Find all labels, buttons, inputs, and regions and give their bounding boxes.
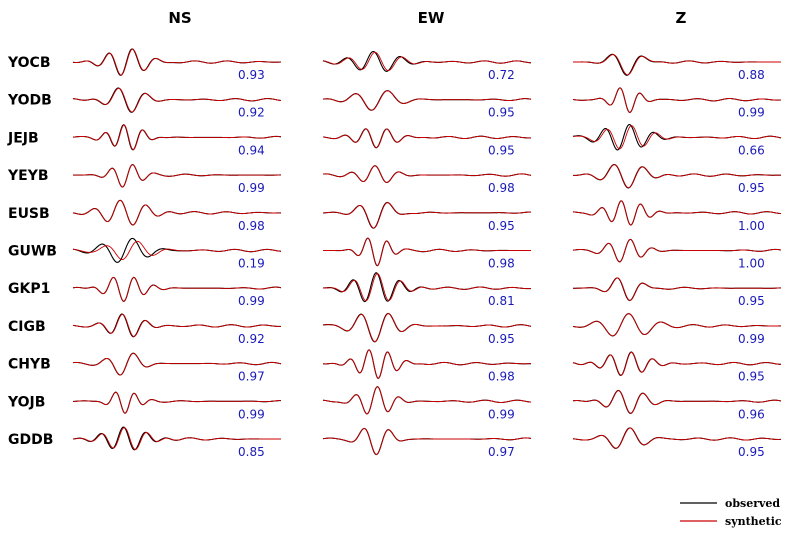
column-title-ew: EW bbox=[418, 9, 445, 27]
column-title-z: Z bbox=[676, 9, 687, 27]
synthetic-trace-chyb-ew bbox=[323, 349, 531, 379]
station-label-jejb: JEJB bbox=[7, 130, 39, 146]
correlation-label-gkp1-z: 0.95 bbox=[738, 294, 765, 308]
correlation-label-gddb-ew: 0.97 bbox=[488, 445, 515, 459]
synthetic-trace-eusb-ew bbox=[323, 202, 531, 229]
correlation-label-yodb-ew: 0.95 bbox=[488, 106, 515, 120]
legend-label-observed: observed bbox=[725, 497, 780, 510]
synthetic-trace-jejb-ew bbox=[322, 128, 531, 149]
synthetic-trace-yodb-ew bbox=[322, 90, 532, 111]
observed-trace-yeyb-ew bbox=[322, 165, 532, 184]
correlation-label-jejb-ns: 0.94 bbox=[238, 143, 265, 157]
synthetic-trace-guwb-ns bbox=[72, 240, 282, 260]
synthetic-trace-eusb-z bbox=[572, 200, 782, 226]
correlation-label-yojb-ew: 0.99 bbox=[488, 407, 515, 421]
synthetic-trace-yojb-z bbox=[572, 390, 782, 414]
correlation-label-yocb-ns: 0.93 bbox=[238, 68, 265, 82]
synthetic-trace-cigb-ns bbox=[72, 313, 281, 337]
synthetic-trace-eusb-ns bbox=[72, 199, 282, 226]
synthetic-trace-yodb-ns bbox=[72, 87, 282, 113]
correlation-label-eusb-z: 1.00 bbox=[738, 219, 765, 233]
station-label-gddb: GDDB bbox=[8, 432, 53, 448]
correlation-label-gkp1-ew: 0.81 bbox=[488, 294, 515, 308]
synthetic-trace-yojb-ns bbox=[73, 391, 281, 414]
correlation-label-cigb-ns: 0.92 bbox=[238, 332, 265, 346]
station-label-gkp1: GKP1 bbox=[8, 281, 50, 297]
station-label-yodb: YODB bbox=[7, 93, 52, 109]
correlation-label-jejb-z: 0.66 bbox=[738, 143, 765, 157]
station-label-yojb: YOJB bbox=[7, 394, 45, 410]
synthetic-trace-yeyb-z bbox=[573, 164, 782, 189]
correlation-label-chyb-ew: 0.98 bbox=[488, 370, 515, 384]
chart-legend: observed synthetic bbox=[680, 497, 782, 528]
synthetic-trace-chyb-z bbox=[572, 351, 782, 376]
correlation-label-yocb-ew: 0.72 bbox=[488, 68, 515, 82]
correlation-label-eusb-ew: 0.95 bbox=[488, 219, 515, 233]
station-label-cigb: CIGB bbox=[8, 319, 46, 335]
station-label-chyb: CHYB bbox=[8, 357, 51, 373]
correlation-label-yojb-ns: 0.99 bbox=[238, 407, 265, 421]
synthetic-trace-gkp1-ew bbox=[322, 273, 531, 302]
synthetic-trace-yocb-ns bbox=[73, 48, 281, 76]
correlation-label-gddb-ns: 0.85 bbox=[238, 445, 265, 459]
synthetic-trace-yeyb-ew bbox=[322, 165, 532, 183]
correlation-label-yodb-ns: 0.92 bbox=[238, 106, 265, 120]
synthetic-trace-cigb-ew bbox=[322, 313, 532, 343]
synthetic-trace-guwb-ew bbox=[323, 237, 531, 267]
column-title-ns: NS bbox=[168, 9, 191, 27]
correlation-label-chyb-z: 0.95 bbox=[738, 370, 765, 384]
synthetic-trace-cigb-z bbox=[572, 313, 781, 337]
correlation-label-yeyb-ew: 0.98 bbox=[488, 181, 515, 195]
correlation-label-eusb-ns: 0.98 bbox=[238, 219, 265, 233]
station-label-guwb: GUWB bbox=[8, 244, 57, 260]
synthetic-trace-gddb-ew bbox=[322, 428, 532, 455]
legend-label-synthetic: synthetic bbox=[725, 515, 782, 528]
synthetic-trace-chyb-ns bbox=[73, 352, 282, 376]
synthetic-trace-gddb-ns bbox=[72, 427, 281, 450]
correlation-label-gddb-z: 0.95 bbox=[738, 445, 765, 459]
station-label-yeyb: YEYB bbox=[7, 168, 49, 184]
correlation-label-jejb-ew: 0.95 bbox=[488, 143, 515, 157]
synthetic-trace-yocb-z bbox=[573, 54, 781, 76]
correlation-label-gkp1-ns: 0.99 bbox=[238, 294, 265, 308]
correlation-label-guwb-z: 1.00 bbox=[738, 257, 765, 271]
synthetic-trace-yojb-ew bbox=[322, 386, 532, 415]
correlation-label-yocb-z: 0.88 bbox=[738, 68, 765, 82]
correlation-label-yojb-z: 0.96 bbox=[738, 407, 765, 421]
correlation-label-yeyb-ns: 0.99 bbox=[238, 181, 265, 195]
synthetic-trace-gddb-z bbox=[572, 427, 781, 449]
synthetic-trace-gkp1-z bbox=[573, 277, 781, 301]
correlation-label-yodb-z: 0.99 bbox=[738, 106, 765, 120]
synthetic-trace-yodb-z bbox=[572, 87, 782, 113]
correlation-label-guwb-ns: 0.19 bbox=[238, 257, 265, 271]
correlation-label-yeyb-z: 0.95 bbox=[738, 181, 765, 195]
station-label-eusb: EUSB bbox=[8, 206, 50, 222]
synthetic-trace-guwb-z bbox=[572, 238, 782, 263]
synthetic-trace-gkp1-ns bbox=[72, 276, 282, 302]
station-label-yocb: YOCB bbox=[7, 55, 51, 71]
correlation-label-chyb-ns: 0.97 bbox=[238, 370, 265, 384]
synthetic-trace-yocb-ew bbox=[322, 51, 532, 72]
synthetic-trace-jejb-ns bbox=[72, 124, 282, 151]
synthetic-trace-yeyb-ns bbox=[73, 164, 281, 188]
correlation-label-cigb-ew: 0.95 bbox=[488, 332, 515, 346]
correlation-label-cigb-z: 0.99 bbox=[738, 332, 765, 346]
correlation-label-guwb-ew: 0.98 bbox=[488, 257, 515, 271]
synthetic-trace-jejb-z bbox=[572, 125, 782, 150]
